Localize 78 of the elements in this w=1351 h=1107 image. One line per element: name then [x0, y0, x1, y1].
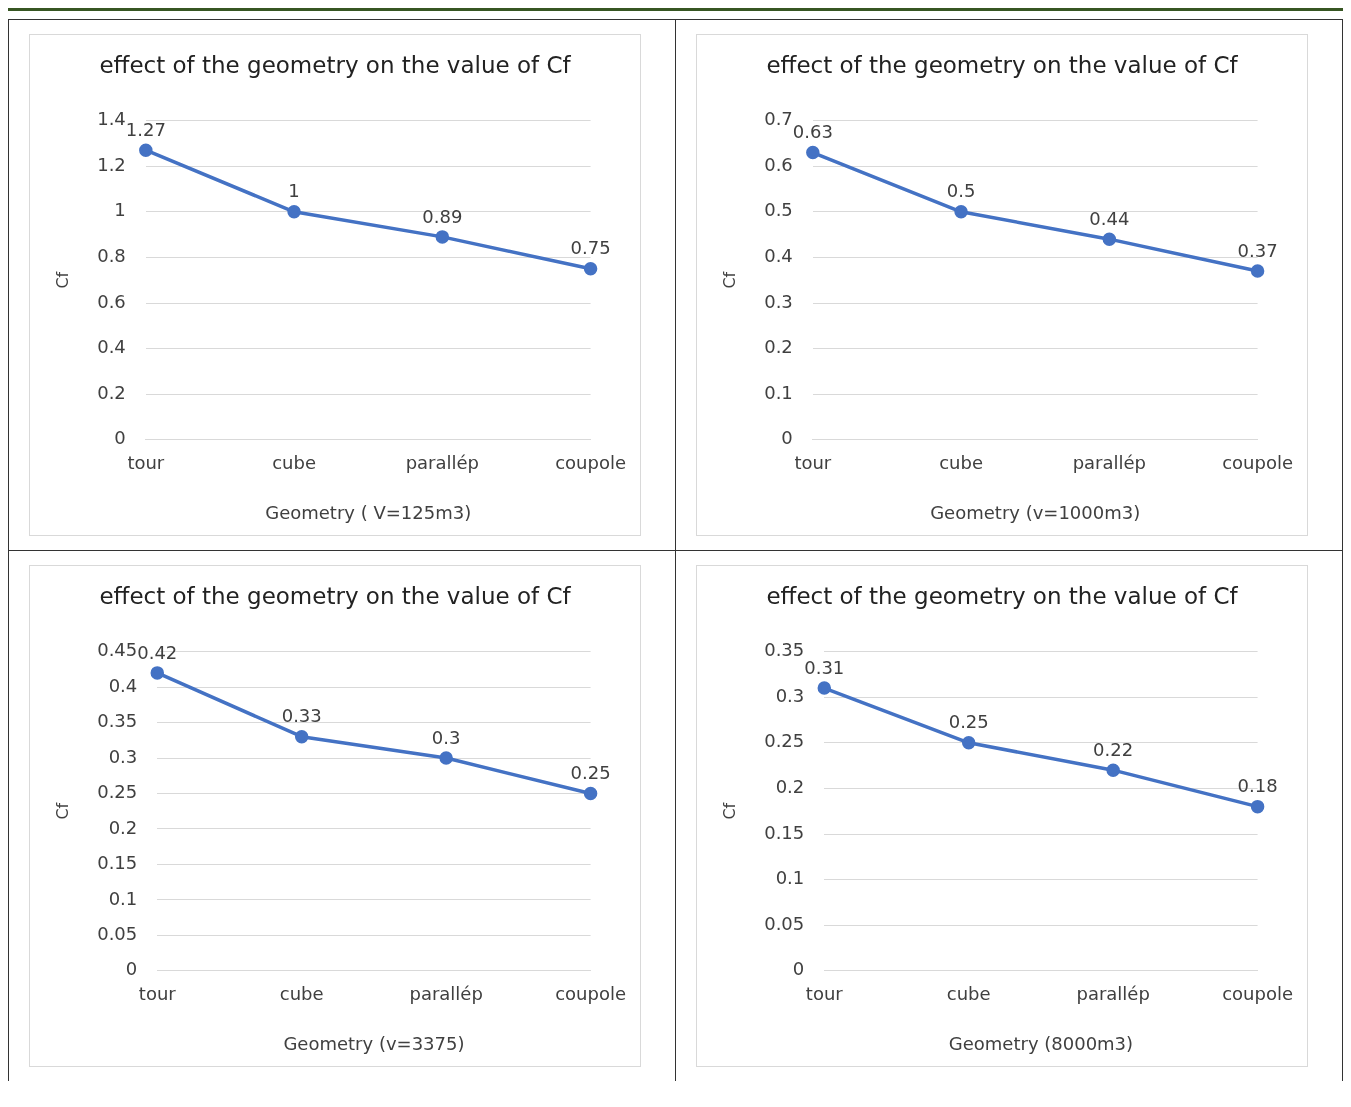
y-axis-title: Cf [719, 271, 739, 289]
chart-title: effect of the geometry on the value of Cf [766, 51, 1239, 78]
y-tick-label: 0.3 [108, 745, 138, 767]
x-tick-label: coupole [1222, 983, 1294, 1005]
y-tick-label: 0.05 [97, 923, 138, 945]
y-tick-label: 0 [792, 958, 805, 980]
chart-title: effect of the geometry on the value of Cf [99, 51, 572, 78]
x-tick-label: cube [939, 452, 983, 474]
x-axis-title: Geometry (v=3375) [283, 1032, 465, 1054]
data-label: 0.25 [948, 711, 989, 733]
y-tick-label: 0.35 [764, 639, 805, 661]
x-tick-label: tour [138, 983, 177, 1005]
data-label: 0.89 [422, 205, 463, 227]
y-tick-label: 0.5 [764, 199, 793, 221]
y-tick-label: 0 [781, 427, 793, 449]
y-tick-label: 0.6 [97, 290, 126, 312]
data-label: 0.37 [1237, 239, 1278, 261]
x-tick-label: tour [127, 452, 165, 474]
data-label: 0.42 [137, 641, 178, 663]
y-tick-label: 0.2 [108, 816, 138, 838]
data-label: 0.75 [570, 237, 611, 259]
y-tick-label: 0.4 [108, 674, 138, 696]
y-tick-label: 0.1 [764, 381, 793, 403]
y-tick-label: 0.35 [97, 710, 138, 732]
x-axis-title: Geometry (8000m3) [948, 1032, 1134, 1054]
data-label: 0.25 [570, 762, 611, 784]
x-axis-title: Geometry ( V=125m3) [265, 501, 472, 523]
x-tick-label: coupole [555, 452, 627, 474]
x-axis-title: Geometry (v=1000m3) [930, 501, 1141, 523]
data-label: 0.44 [1089, 207, 1130, 229]
y-tick-label: 0.3 [764, 290, 793, 312]
data-label: 0.22 [1093, 738, 1134, 760]
y-axis-title: Cf [52, 802, 72, 820]
y-axis-title: Cf [719, 802, 739, 820]
data-label: 0.3 [431, 726, 461, 748]
y-tick-label: 1 [114, 199, 126, 221]
data-label: 0.33 [281, 705, 322, 727]
y-tick-label: 0.7 [764, 108, 793, 130]
y-tick-label: 0.25 [764, 730, 805, 752]
x-tick-label: cube [272, 452, 316, 474]
y-tick-label: 1.4 [97, 108, 126, 130]
x-tick-label: parallép [405, 452, 480, 474]
data-label: 0.5 [946, 180, 976, 202]
x-tick-label: coupole [555, 983, 627, 1005]
data-label: 1.27 [125, 118, 166, 140]
y-tick-label: 0.2 [775, 776, 805, 798]
y-tick-label: 0.1 [775, 867, 805, 889]
data-label: 0.31 [804, 656, 845, 678]
x-tick-label: coupole [1222, 452, 1294, 474]
x-tick-label: cube [946, 983, 991, 1005]
x-tick-label: parallép [409, 983, 483, 1005]
y-tick-label: 0.15 [97, 852, 138, 874]
y-tick-label: 0.8 [97, 245, 126, 267]
y-tick-label: 0 [114, 427, 126, 449]
y-tick-label: 0 [125, 958, 138, 980]
x-tick-label: cube [279, 983, 324, 1005]
y-tick-label: 0.2 [97, 381, 126, 403]
y-tick-label: 0.15 [764, 821, 805, 843]
y-tick-label: 0.05 [764, 912, 805, 934]
y-tick-label: 0.3 [775, 684, 805, 706]
data-label: 0.63 [792, 121, 833, 143]
y-tick-label: 0.6 [764, 153, 793, 175]
y-tick-label: 0.2 [764, 336, 793, 358]
chart-title: effect of the geometry on the value of Cf [766, 582, 1239, 609]
data-label: 1 [288, 180, 300, 202]
x-tick-label: tour [794, 452, 832, 474]
y-tick-label: 1.2 [97, 153, 126, 175]
x-tick-label: parallép [1072, 452, 1147, 474]
x-tick-label: parallép [1076, 983, 1150, 1005]
y-tick-label: 0.1 [108, 887, 138, 909]
y-axis-title: Cf [52, 271, 72, 289]
y-tick-label: 0.45 [97, 639, 138, 661]
y-tick-label: 0.4 [764, 245, 793, 267]
x-tick-label: tour [805, 983, 844, 1005]
y-tick-label: 0.4 [97, 336, 126, 358]
data-label: 0.18 [1237, 775, 1278, 797]
y-tick-label: 0.25 [97, 781, 138, 803]
chart-title: effect of the geometry on the value of Cf [99, 582, 572, 609]
